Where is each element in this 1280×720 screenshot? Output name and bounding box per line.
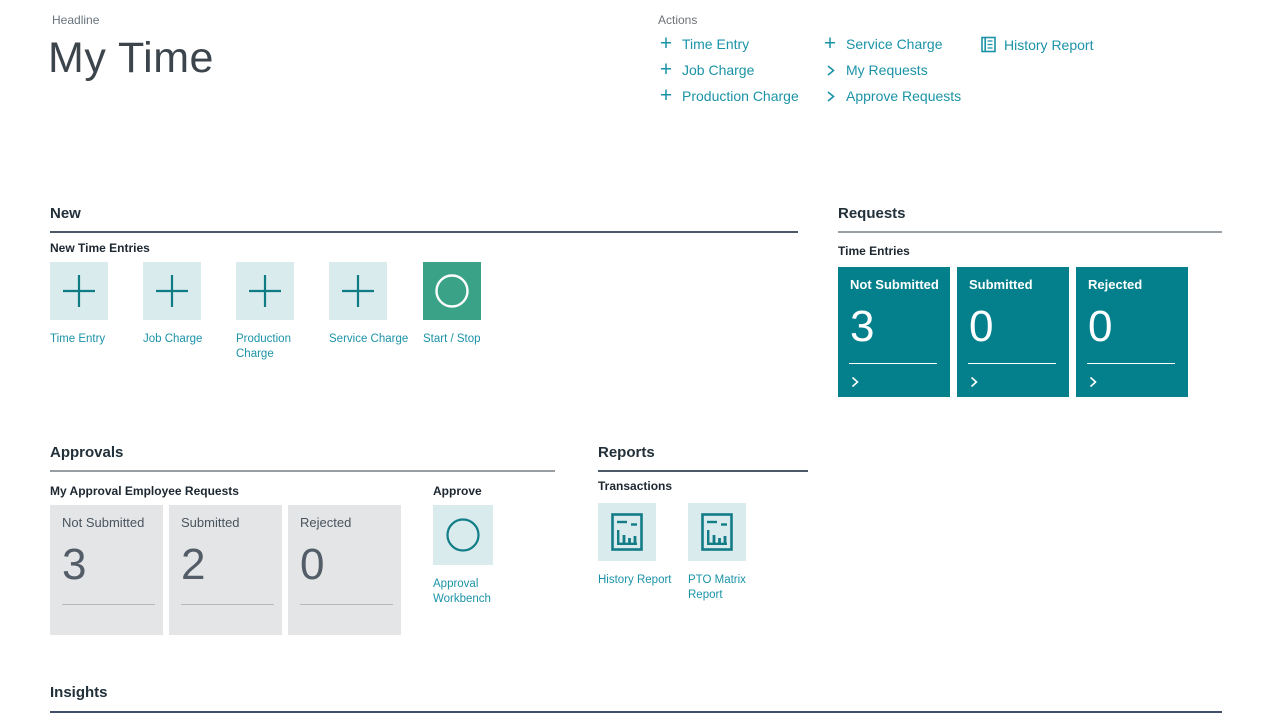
- plus-icon: [342, 275, 374, 307]
- cue-label: Rejected: [1088, 277, 1143, 292]
- cue-underline: [300, 604, 393, 605]
- action-label: Job Charge: [682, 62, 755, 78]
- cue-submitted[interactable]: Submitted 0: [957, 267, 1069, 397]
- action-history-report[interactable]: History Report: [980, 36, 1093, 53]
- tile-label[interactable]: PTO Matrix Report: [688, 574, 746, 601]
- section-divider: [838, 231, 1222, 233]
- plus-icon: [156, 275, 188, 307]
- plus-icon: [249, 275, 281, 307]
- tile-start-stop[interactable]: Start / Stop: [423, 262, 481, 345]
- tile-pto-matrix-report[interactable]: PTO Matrix Report: [688, 503, 746, 601]
- tile-label[interactable]: Production Charge: [236, 333, 291, 360]
- cue-label: Submitted: [969, 277, 1033, 292]
- section-title-new: New: [50, 205, 81, 222]
- plus-icon: +: [659, 84, 673, 107]
- action-label: Approve Requests: [846, 88, 962, 104]
- cue-underline: [849, 363, 937, 364]
- tile-label[interactable]: Start / Stop: [423, 333, 481, 345]
- group-label-approve: Approve: [433, 484, 482, 498]
- action-label: Service Charge: [846, 36, 943, 52]
- cue-approvals-submitted[interactable]: Submitted 2: [169, 505, 282, 635]
- cue-label: Rejected: [300, 515, 352, 530]
- action-label: Time Entry: [682, 36, 750, 52]
- cue-underline: [1087, 363, 1175, 364]
- tile-square[interactable]: [50, 262, 108, 320]
- cue-value: 2: [181, 540, 206, 589]
- report-chart-icon: [701, 513, 733, 551]
- plus-icon: +: [823, 32, 837, 55]
- tile-label[interactable]: Time Entry: [50, 333, 106, 345]
- tile-square[interactable]: [143, 262, 201, 320]
- group-label-time-entries: Time Entries: [838, 244, 910, 258]
- cue-underline: [62, 604, 155, 605]
- circle-icon: [435, 274, 469, 308]
- plus-icon: +: [659, 32, 673, 55]
- chevron-right-icon: [1089, 376, 1097, 388]
- action-time-entry[interactable]: + Time Entry: [658, 32, 750, 55]
- tile-label[interactable]: Job Charge: [143, 333, 203, 345]
- action-service-charge[interactable]: + Service Charge: [822, 32, 943, 55]
- chevron-right-icon: [822, 90, 838, 103]
- report-icon: [980, 36, 996, 53]
- actions-label: Actions: [658, 13, 698, 27]
- tile-label[interactable]: Approval Workbench: [433, 578, 491, 605]
- group-label-new-time-entries: New Time Entries: [50, 241, 150, 255]
- plus-icon: [63, 275, 95, 307]
- tile-service-charge[interactable]: Service Charge: [329, 262, 408, 345]
- cue-value: 0: [969, 302, 994, 351]
- section-title-insights: Insights: [50, 684, 108, 701]
- cue-value: 3: [62, 540, 87, 589]
- tile-square[interactable]: [423, 262, 481, 320]
- tile-time-entry[interactable]: Time Entry: [50, 262, 108, 345]
- tile-square[interactable]: [688, 503, 746, 561]
- action-label: Production Charge: [682, 88, 799, 104]
- page-title: My Time: [48, 34, 214, 82]
- cue-label: Not Submitted: [850, 277, 939, 292]
- section-divider: [50, 711, 1222, 713]
- tile-square[interactable]: [236, 262, 294, 320]
- cue-value: 3: [850, 302, 875, 351]
- chevron-right-icon: [970, 376, 978, 388]
- cue-label: Not Submitted: [62, 515, 145, 530]
- circle-icon: [446, 518, 480, 552]
- tile-label[interactable]: History Report: [598, 574, 672, 586]
- cue-underline: [181, 604, 274, 605]
- cue-underline: [968, 363, 1056, 364]
- action-label: My Requests: [846, 62, 928, 78]
- tile-square[interactable]: [598, 503, 656, 561]
- plus-icon: +: [659, 58, 673, 81]
- action-job-charge[interactable]: + Job Charge: [658, 58, 755, 81]
- cue-approvals-rejected[interactable]: Rejected 0: [288, 505, 401, 635]
- group-label-transactions: Transactions: [598, 479, 673, 493]
- group-label-my-approval-employee-requests: My Approval Employee Requests: [50, 484, 239, 498]
- chevron-right-icon: [822, 64, 838, 77]
- report-chart-icon: [611, 513, 643, 551]
- cue-not-submitted[interactable]: Not Submitted 3: [838, 267, 950, 397]
- action-approve-requests[interactable]: Approve Requests: [822, 88, 961, 104]
- tile-history-report[interactable]: History Report: [598, 503, 672, 586]
- section-divider: [598, 470, 808, 472]
- section-title-reports: Reports: [598, 444, 655, 461]
- tile-approval-workbench[interactable]: Approval Workbench: [433, 505, 493, 605]
- chevron-right-icon: [851, 376, 859, 388]
- headline-label: Headline: [52, 13, 100, 27]
- action-my-requests[interactable]: My Requests: [822, 62, 928, 78]
- cue-label: Submitted: [181, 515, 240, 530]
- tile-square[interactable]: [433, 505, 493, 565]
- action-label: History Report: [1004, 36, 1094, 53]
- tile-job-charge[interactable]: Job Charge: [143, 262, 202, 345]
- tile-production-charge[interactable]: Production Charge: [236, 262, 294, 360]
- section-divider: [50, 231, 798, 233]
- tile-label[interactable]: Service Charge: [329, 333, 409, 345]
- cue-rejected[interactable]: Rejected 0: [1076, 267, 1188, 397]
- cue-approvals-not-submitted[interactable]: Not Submitted 3: [50, 505, 163, 635]
- action-production-charge[interactable]: + Production Charge: [658, 84, 799, 107]
- cue-value: 0: [300, 540, 325, 589]
- section-divider: [50, 470, 555, 472]
- section-title-requests: Requests: [838, 205, 906, 222]
- cue-value: 0: [1088, 302, 1113, 351]
- tile-square[interactable]: [329, 262, 387, 320]
- section-title-approvals: Approvals: [50, 444, 124, 461]
